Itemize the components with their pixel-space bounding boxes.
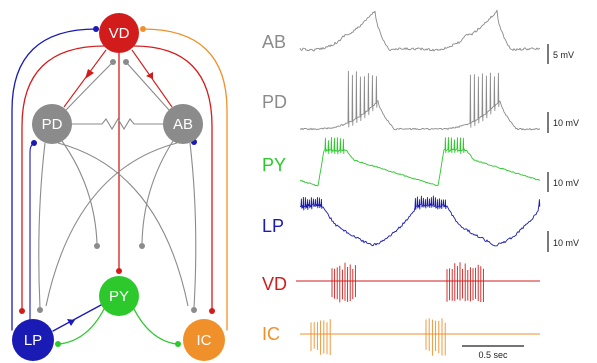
- py-voltage-trace: [299, 136, 541, 187]
- vd-to-ic-synapse: [133, 45, 213, 310]
- ab-to-py-synapse: [141, 140, 174, 245]
- ab-to-ic-terminal: [191, 307, 197, 313]
- pd-to-py-synapse: [61, 140, 98, 245]
- neuron-vd: VD: [99, 13, 139, 53]
- vd-soma: [99, 13, 139, 53]
- ab-to-py-terminal: [139, 243, 145, 249]
- lp-to-pd-terminal: [31, 140, 37, 146]
- vd-to-ab-arrow: [146, 72, 153, 79]
- ic-label: IC: [197, 332, 212, 349]
- ic-to-vd-synapse: [142, 28, 228, 331]
- vd-trace-label: VD: [262, 274, 287, 294]
- ab-to-vd-terminal: [123, 59, 129, 65]
- lp-to-py-arrow: [67, 319, 75, 326]
- py-voltage-scale-label: 10 mV: [553, 178, 579, 188]
- time-scale-label: 0.5 sec: [478, 350, 508, 360]
- ic-voltage-trace: [300, 318, 540, 356]
- py-soma: [99, 276, 139, 316]
- pd-to-vd-synapse: [65, 61, 114, 111]
- vd-to-pd-synapse: [63, 49, 107, 108]
- ic-soma: [183, 319, 225, 361]
- pd-to-py-terminal: [94, 243, 100, 249]
- ab-to-vd-synapse: [125, 61, 170, 111]
- py-trace-label: PY: [262, 155, 286, 175]
- vd-to-ic-terminal: [209, 308, 215, 314]
- vd-to-lp-synapse: [21, 45, 105, 310]
- ab-voltage-trace: [299, 9, 541, 52]
- circuit-diagram: VD PD AB PY LP IC: [11, 13, 228, 361]
- pd-to-lp-synapse: [38, 142, 46, 309]
- py-to-lp-synapse: [59, 308, 105, 345]
- neuron-ab: AB: [163, 104, 203, 144]
- pd-voltage-trace: [299, 70, 541, 131]
- pd-to-ic-synapse: [57, 142, 189, 307]
- synapse-connections: [11, 26, 228, 347]
- ic-to-vd-terminal: [140, 26, 146, 32]
- lp-to-vd-synapse: [11, 28, 97, 331]
- lp-label: LP: [24, 332, 42, 349]
- py-to-ic-terminal: [175, 341, 181, 347]
- ab-voltage-scale-label: 5 mV: [553, 50, 574, 60]
- vd-to-py-terminal: [116, 268, 122, 274]
- lp-to-vd-terminal: [93, 26, 99, 32]
- lp-to-pd-synapse: [29, 142, 35, 320]
- vd-label: VD: [109, 25, 130, 42]
- ab-trace-label: AB: [262, 32, 286, 52]
- pd-trace-label: PD: [262, 92, 287, 112]
- vd-to-lp-terminal: [19, 308, 25, 314]
- ab-to-ic-synapse: [189, 142, 197, 309]
- pd-to-lp-terminal: [37, 307, 43, 313]
- py-label: PY: [109, 288, 129, 305]
- pd-to-vd-terminal: [110, 59, 116, 65]
- ab-to-lp-synapse: [45, 142, 178, 307]
- neuron-py: PY: [99, 276, 139, 316]
- lp-voltage-scale-label: 10 mV: [553, 238, 579, 248]
- neuron-lp: LP: [12, 319, 54, 361]
- pd-voltage-scale-label: 10 mV: [553, 118, 579, 128]
- py-to-ic-synapse: [133, 308, 177, 345]
- voltage-recordings: AB 5 mV PD 10 mV PY 10 mV LP 10 mV VD IC…: [262, 9, 579, 360]
- vd-voltage-trace: [296, 262, 540, 303]
- neurons: VD PD AB PY LP IC: [12, 13, 225, 361]
- neuron-ic: IC: [183, 319, 225, 361]
- neuron-pd: PD: [32, 104, 72, 144]
- lp-to-py-synapse: [52, 304, 102, 332]
- pd-label: PD: [42, 116, 63, 133]
- pd-soma: [32, 104, 72, 144]
- ic-trace-label: IC: [262, 324, 280, 344]
- ab-label: AB: [173, 116, 193, 133]
- lp-soma: [12, 319, 54, 361]
- ab-soma: [163, 104, 203, 144]
- py-to-lp-terminal: [55, 341, 61, 347]
- vd-to-pd-arrow: [85, 69, 94, 79]
- lp-trace-label: LP: [262, 216, 284, 236]
- pd-ab-electrical-coupling: [72, 117, 163, 131]
- lp-voltage-trace: [299, 195, 541, 247]
